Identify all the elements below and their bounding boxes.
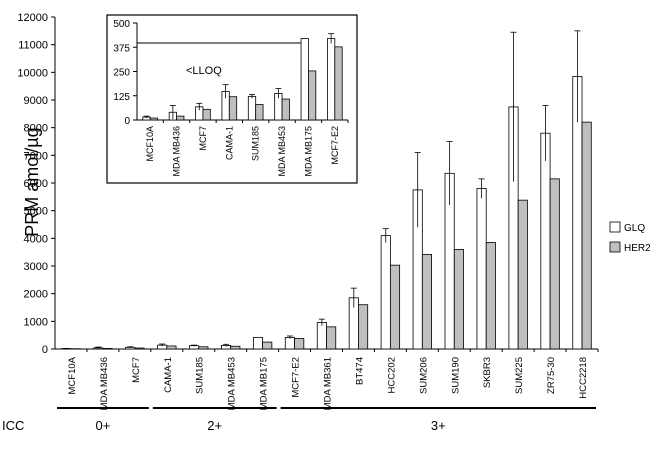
- main-x-tick-labels: MCF10A MDA MB436 MCF7 CAMA-1 SUM185 MDA MB453…: [67, 356, 589, 410]
- main-x-tick-label: MDA MB453: [227, 357, 238, 410]
- main-bar-glq: [284, 336, 295, 350]
- legend-label-glq: GLQ: [624, 223, 645, 234]
- icc-group-label: 0+: [95, 418, 110, 433]
- main-bar-glq: [476, 188, 487, 350]
- main-bar-her2: [102, 348, 113, 350]
- main-bar-glq: [252, 336, 264, 350]
- inset-x-tick-label: MCF7: [198, 126, 208, 151]
- main-y-tick-label: 8000: [24, 123, 48, 135]
- main-x-tick-label: SUM225: [514, 357, 525, 394]
- main-x-tick-label: MCF10A: [67, 356, 78, 394]
- main-y-tick-label: 9000: [24, 95, 48, 107]
- main-y-tick-label: 11000: [18, 40, 48, 52]
- icc-group-label: 3+: [431, 418, 446, 433]
- inset-x-tick-label: MCF7-E2: [330, 126, 340, 165]
- main-axes: 0100020003000400050006000700080009000100…: [17, 12, 599, 356]
- main-bar-her2: [389, 264, 401, 350]
- main-y-tick-label: 2000: [24, 289, 48, 301]
- main-x-tick-label: SKBR3: [482, 357, 493, 388]
- inset-bar-her2: [281, 98, 290, 121]
- main-x-tick-label: HCC2218: [578, 357, 589, 399]
- legend-label-her2: HER2: [624, 243, 650, 254]
- main-y-tick-label: 1000: [24, 316, 48, 328]
- main-y-tick-label: 4000: [24, 233, 48, 245]
- main-bar-her2: [485, 242, 496, 350]
- main-x-tick-label: MCF7: [131, 357, 142, 383]
- inset-bar-glq: [300, 38, 309, 121]
- main-x-tick-label: MDA MB436: [99, 357, 110, 410]
- icc-label: ICC: [2, 418, 24, 433]
- inset-x-tick-label: MDA MB436: [172, 126, 182, 177]
- main-bar-her2: [294, 338, 305, 350]
- main-bar-glq: [540, 132, 551, 350]
- lloq-annotation: <LLOQ: [186, 65, 222, 77]
- inset-y-tick-label: 125: [113, 92, 130, 103]
- inset-bar-her2: [334, 46, 343, 121]
- inset-bar-glq: [247, 95, 257, 121]
- main-x-tick-label: SUM190: [450, 357, 461, 394]
- main-x-tick-label: BT474: [354, 357, 365, 385]
- legend: GLQ HER2: [609, 221, 650, 254]
- main-bar-her2: [198, 346, 209, 350]
- main-bar-her2: [421, 253, 432, 350]
- inset-x-tick-label: MCF10A: [145, 126, 155, 162]
- icc-group-label: 2+: [207, 418, 222, 433]
- main-y-tick-label: 6000: [24, 178, 48, 190]
- inset-x-tick-labels: MCF10A MDA MB436 MCF7 CAMA-1 SUM185 MDA MB453…: [145, 126, 340, 177]
- inset-y-tick-label: 500: [113, 19, 130, 30]
- icc-groups: 0+ 2+ 3+: [57, 407, 596, 433]
- inset-y-tick-label: 375: [113, 43, 130, 54]
- main-y-tick-label: 10000: [17, 67, 48, 79]
- main-x-tick-label: ZR75-30: [546, 357, 557, 394]
- inset-bars: [142, 33, 343, 121]
- main-bar-her2: [453, 248, 464, 350]
- main-bar-glq: [316, 322, 327, 350]
- legend-swatch-her2: [609, 241, 621, 253]
- main-bar-her2: [134, 347, 145, 350]
- main-bar-her2: [581, 121, 592, 350]
- main-bars: [61, 30, 592, 350]
- inset-y-tick-label: 250: [113, 68, 130, 79]
- inset-x-tick-label: MDA MB453: [277, 126, 287, 177]
- main-x-tick-label: HCC202: [386, 357, 397, 393]
- main-y-tick-label: 5000: [24, 206, 48, 218]
- main-x-tick-label: MDA MB175: [259, 357, 270, 410]
- main-x-tick-label: SUM206: [418, 357, 429, 394]
- inset-bar-her2: [149, 117, 158, 121]
- inset-bar-her2: [255, 104, 264, 121]
- main-y-tick-label: 3000: [24, 261, 48, 273]
- main-y-tick-label: 7000: [24, 150, 48, 162]
- main-bar-her2: [358, 304, 369, 350]
- main-bar-her2: [326, 326, 337, 350]
- inset-x-tick-label: MDA MB175: [303, 126, 313, 177]
- main-y-tick-label: 0: [42, 344, 48, 356]
- main-x-tick-label: MCF7-E2: [291, 357, 302, 398]
- main-x-tick-label: SUM185: [195, 357, 206, 394]
- inset-x-tick-label: SUM185: [251, 126, 261, 161]
- main-bar-her2: [166, 345, 177, 350]
- inset-bar-glq: [327, 38, 336, 121]
- inset-x-tick-label: CAMA-1: [224, 126, 234, 160]
- main-bar-her2: [549, 178, 560, 350]
- y-axis-label: PRM amol/µg: [22, 127, 42, 236]
- main-bar-her2: [517, 199, 528, 350]
- inset-bar-her2: [202, 108, 211, 121]
- main-x-tick-label: MDA MB361: [323, 357, 334, 410]
- main-bar-glq: [380, 235, 391, 350]
- main-bar-her2: [230, 345, 241, 350]
- inset-bar-her2: [228, 96, 238, 121]
- inset-bar-her2: [176, 115, 185, 121]
- main-y-tick-label: 12000: [17, 12, 48, 24]
- inset-bar-her2: [308, 70, 317, 121]
- legend-swatch-glq: [609, 221, 621, 233]
- inset-y-tick-label: 0: [124, 116, 130, 127]
- main-bar-her2: [262, 341, 273, 350]
- main-x-tick-label: CAMA-1: [163, 357, 174, 393]
